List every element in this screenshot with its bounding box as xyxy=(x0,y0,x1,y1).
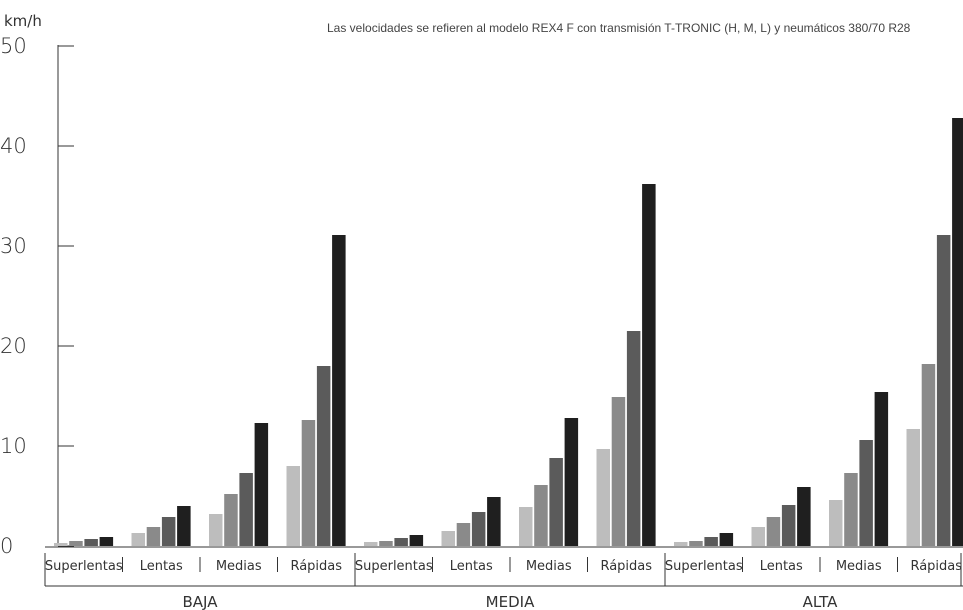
bar xyxy=(859,440,873,546)
bar xyxy=(177,506,191,546)
bar xyxy=(316,366,331,546)
bar xyxy=(719,533,734,546)
bar xyxy=(781,505,796,546)
bar xyxy=(674,542,688,546)
bar xyxy=(99,537,114,546)
bars xyxy=(54,118,963,546)
speed-note: Las velocidades se refieren al modelo RE… xyxy=(327,21,911,35)
category-label: Medias xyxy=(836,559,882,574)
group-label: MEDIA xyxy=(486,593,535,610)
bar xyxy=(409,535,424,546)
bar xyxy=(224,494,238,546)
bar xyxy=(69,541,83,546)
y-axis-unit: km/h xyxy=(4,12,42,30)
bar xyxy=(844,473,858,546)
y-tick-label: 0 xyxy=(0,534,13,558)
bar xyxy=(564,418,579,546)
bar xyxy=(161,517,176,546)
x-axis-labels: BAJA Superlentas Lentas Medias Rápidas MEDIA S… xyxy=(45,559,962,610)
bar xyxy=(131,533,145,546)
category-label: Superlentas xyxy=(355,559,433,574)
bar xyxy=(936,235,951,546)
bar xyxy=(286,466,300,546)
category-label: Superlentas xyxy=(45,559,123,574)
bar xyxy=(797,487,811,546)
bar xyxy=(829,500,843,546)
bar xyxy=(689,541,703,546)
bar xyxy=(766,517,781,546)
bar xyxy=(611,397,626,546)
bar xyxy=(332,235,346,546)
bar xyxy=(146,527,161,546)
bar xyxy=(549,458,563,546)
bar xyxy=(209,514,223,546)
category-label: Rápidas xyxy=(600,559,652,574)
bar xyxy=(751,527,765,546)
bar xyxy=(596,449,610,546)
bar xyxy=(534,485,548,546)
y-tick-label: 50 xyxy=(0,34,27,58)
bar xyxy=(239,473,253,546)
bar xyxy=(471,512,486,546)
category-label: Medias xyxy=(526,559,572,574)
bar xyxy=(487,497,501,546)
category-label: Rápidas xyxy=(910,559,962,574)
bar xyxy=(84,539,98,546)
bar xyxy=(626,331,641,546)
bar xyxy=(254,423,269,546)
bar xyxy=(519,507,533,546)
bar xyxy=(952,118,963,546)
bar xyxy=(441,531,455,546)
category-label: Rápidas xyxy=(290,559,342,574)
y-tick-label: 10 xyxy=(0,434,27,458)
y-tick-label: 30 xyxy=(0,234,27,258)
bar xyxy=(456,523,471,546)
axes: 0 10 20 30 40 50 xyxy=(0,34,963,587)
bar xyxy=(642,184,656,546)
bar xyxy=(54,543,68,546)
category-label: Medias xyxy=(216,559,262,574)
bar xyxy=(921,364,936,546)
group-label: ALTA xyxy=(803,593,839,610)
category-label: Lentas xyxy=(140,559,183,574)
bar xyxy=(704,537,718,546)
category-label: Lentas xyxy=(450,559,493,574)
bar xyxy=(874,392,889,546)
y-tick-label: 20 xyxy=(0,334,27,358)
category-label: Lentas xyxy=(760,559,803,574)
bar xyxy=(301,420,316,546)
bar xyxy=(364,542,378,546)
category-label: Superlentas xyxy=(665,559,743,574)
group-label: BAJA xyxy=(183,593,219,610)
bar xyxy=(379,541,393,546)
bar xyxy=(394,538,408,546)
bar xyxy=(906,429,920,546)
y-tick-label: 40 xyxy=(0,134,27,158)
